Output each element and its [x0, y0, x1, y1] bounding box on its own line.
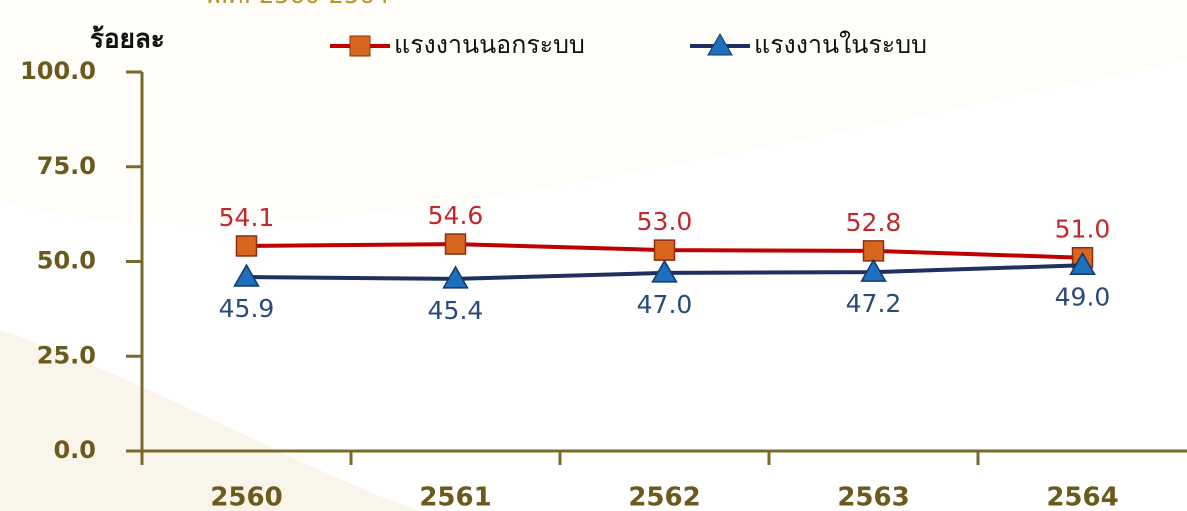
- data-label: 47.2: [846, 289, 902, 318]
- y-tick-label: 75.0: [37, 152, 96, 180]
- x-tick-label: 2563: [837, 483, 909, 511]
- y-axis-label: ร้อยละ: [90, 25, 165, 55]
- chart-title: พ.ศ. 2560-2564: [205, 0, 390, 9]
- data-label: 45.4: [428, 296, 484, 325]
- background-swoosh: [0, 0, 1187, 225]
- y-tick-label: 100.0: [20, 57, 96, 85]
- marker: [442, 265, 469, 289]
- data-label: 45.9: [219, 294, 275, 323]
- legend-label: แรงงานในระบบ: [754, 30, 927, 59]
- marker: [233, 263, 260, 287]
- marker: [651, 259, 678, 283]
- data-label: 49.0: [1055, 282, 1111, 311]
- x-tick-label: 2561: [419, 483, 491, 511]
- x-tick-label: 2562: [628, 483, 700, 511]
- legend-marker: [349, 35, 371, 57]
- legend-label: แรงงานนอกระบบ: [394, 30, 585, 59]
- data-label: 51.0: [1055, 215, 1111, 244]
- marker: [235, 235, 258, 257]
- marker: [1069, 251, 1096, 276]
- x-tick-label: 2560: [210, 483, 282, 511]
- y-tick-label: 25.0: [37, 341, 96, 369]
- marker: [862, 240, 885, 262]
- data-label: 54.6: [428, 201, 484, 230]
- data-label: 47.0: [637, 290, 693, 319]
- marker: [653, 239, 676, 261]
- x-tick-label: 2564: [1046, 483, 1118, 511]
- background-swoosh: [0, 330, 420, 511]
- marker: [860, 258, 887, 282]
- y-tick-label: 0.0: [53, 436, 96, 464]
- data-label: 54.1: [219, 203, 275, 232]
- y-tick-label: 50.0: [37, 247, 96, 275]
- data-label: 52.8: [846, 208, 902, 237]
- legend-marker: [707, 32, 733, 56]
- data-label: 53.0: [637, 207, 693, 236]
- marker: [444, 233, 467, 255]
